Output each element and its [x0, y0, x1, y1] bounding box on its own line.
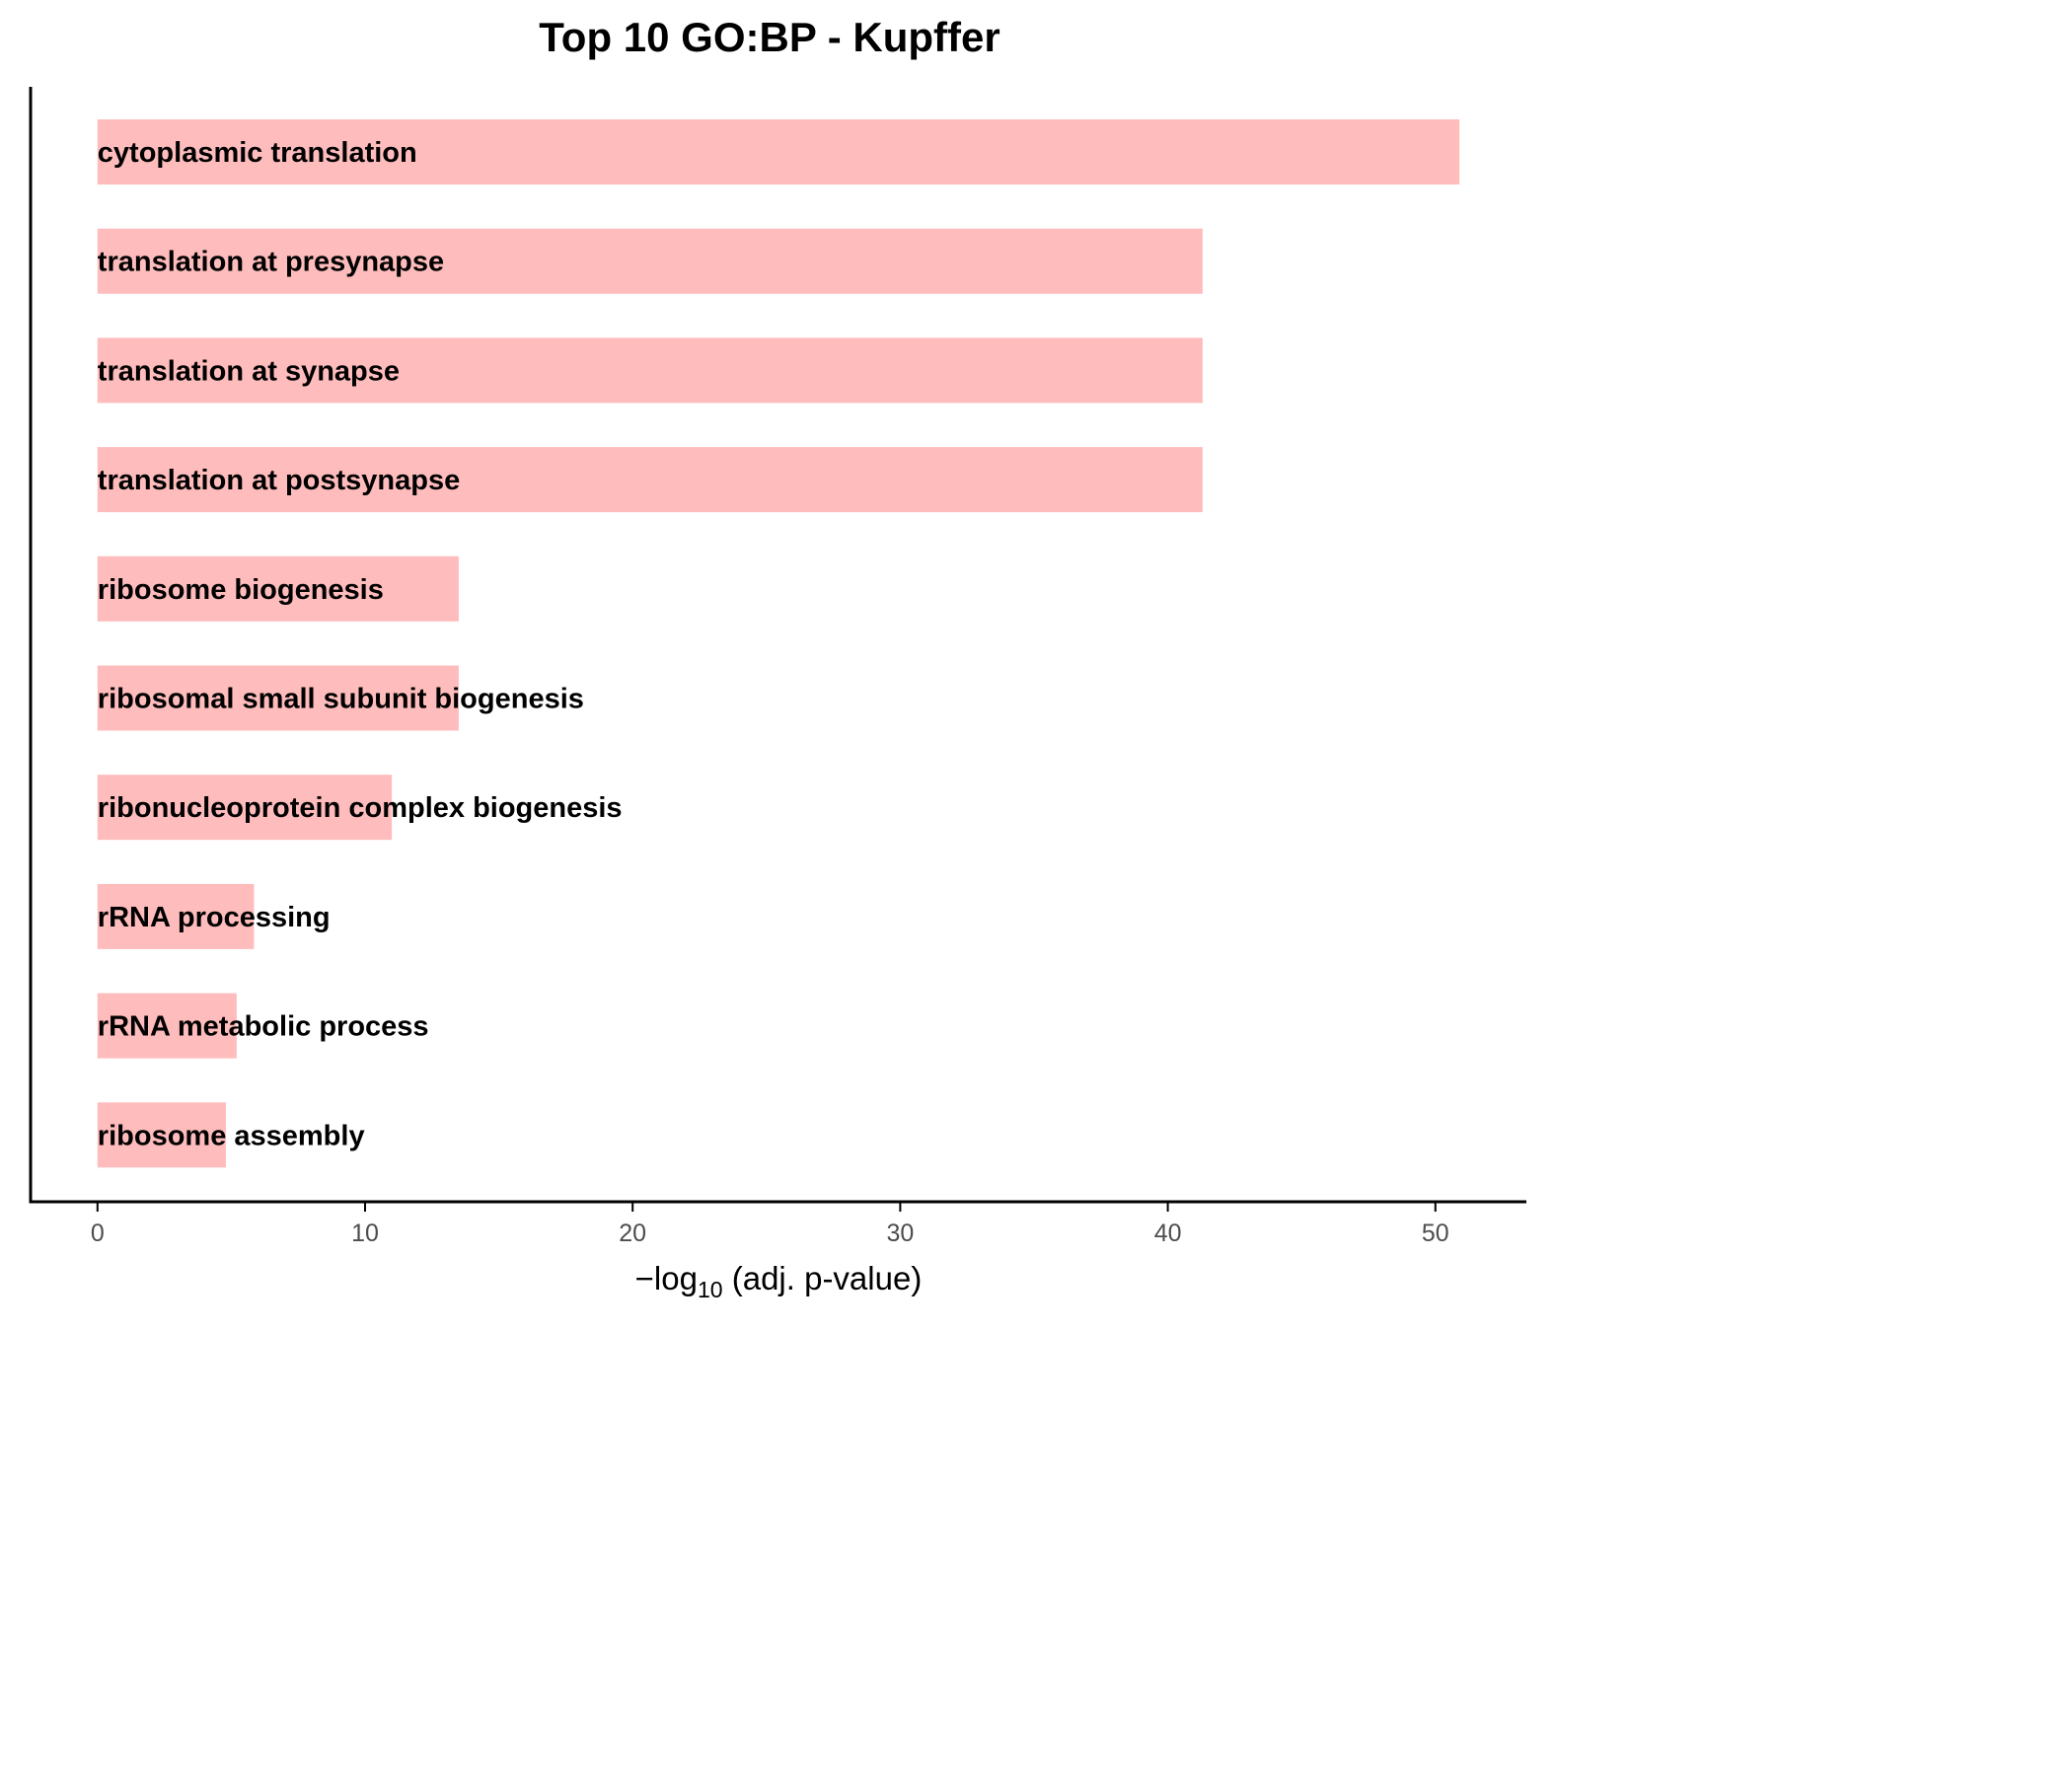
x-tick-label: 10 — [351, 1220, 379, 1247]
bar — [97, 883, 255, 949]
bar-label: ribosome biogenesis — [98, 574, 384, 606]
bar-label: cytoplasmic translation — [98, 137, 417, 169]
x-tick-label: 30 — [886, 1220, 914, 1247]
bar — [97, 228, 1203, 294]
bar-label: ribosomal small subunit biogenesis — [98, 684, 584, 715]
x-tick-label: 40 — [1154, 1220, 1182, 1247]
bar-chart: cytoplasmic translation translation at pr… — [29, 87, 1526, 1302]
bar — [97, 775, 393, 841]
chart-root: Top 10 GO:BP - Kupffer cytoplasmic trans… — [29, 14, 1526, 1302]
bars-layer — [97, 119, 1460, 1168]
bar-label: ribonucleoprotein complex biogenesis — [98, 792, 623, 824]
bar — [97, 1102, 226, 1168]
bar-label: translation at presynapse — [98, 247, 444, 278]
chart-title: Top 10 GO:BP - Kupffer — [539, 14, 1000, 60]
x-axis-title-prefix: −log — [635, 1260, 698, 1296]
bar-label: translation at synapse — [98, 355, 400, 387]
bar — [97, 555, 459, 622]
bar-labels-layer: cytoplasmic translation translation at pr… — [98, 137, 623, 1151]
bar — [97, 993, 237, 1059]
axes-layer: 0 10 20 30 40 50 — [29, 87, 1526, 1247]
x-tick-label: 0 — [91, 1220, 105, 1247]
bar-label: translation at postsynapse — [98, 465, 460, 496]
bar — [97, 337, 1203, 404]
bar — [97, 665, 459, 731]
x-axis-title-subscript: 10 — [698, 1277, 723, 1302]
x-tick-label: 50 — [1422, 1220, 1449, 1247]
bar-label: rRNA processing — [98, 902, 331, 933]
bar-label: ribosome assembly — [98, 1120, 365, 1151]
x-axis-title: −log10 (adj. p-value) — [635, 1260, 923, 1302]
bar-label: rRNA metabolic process — [98, 1011, 429, 1043]
bar — [97, 119, 1460, 185]
x-axis-title-suffix: (adj. p-value) — [723, 1260, 923, 1296]
bar — [97, 447, 1203, 513]
x-tick-label: 20 — [619, 1220, 646, 1247]
